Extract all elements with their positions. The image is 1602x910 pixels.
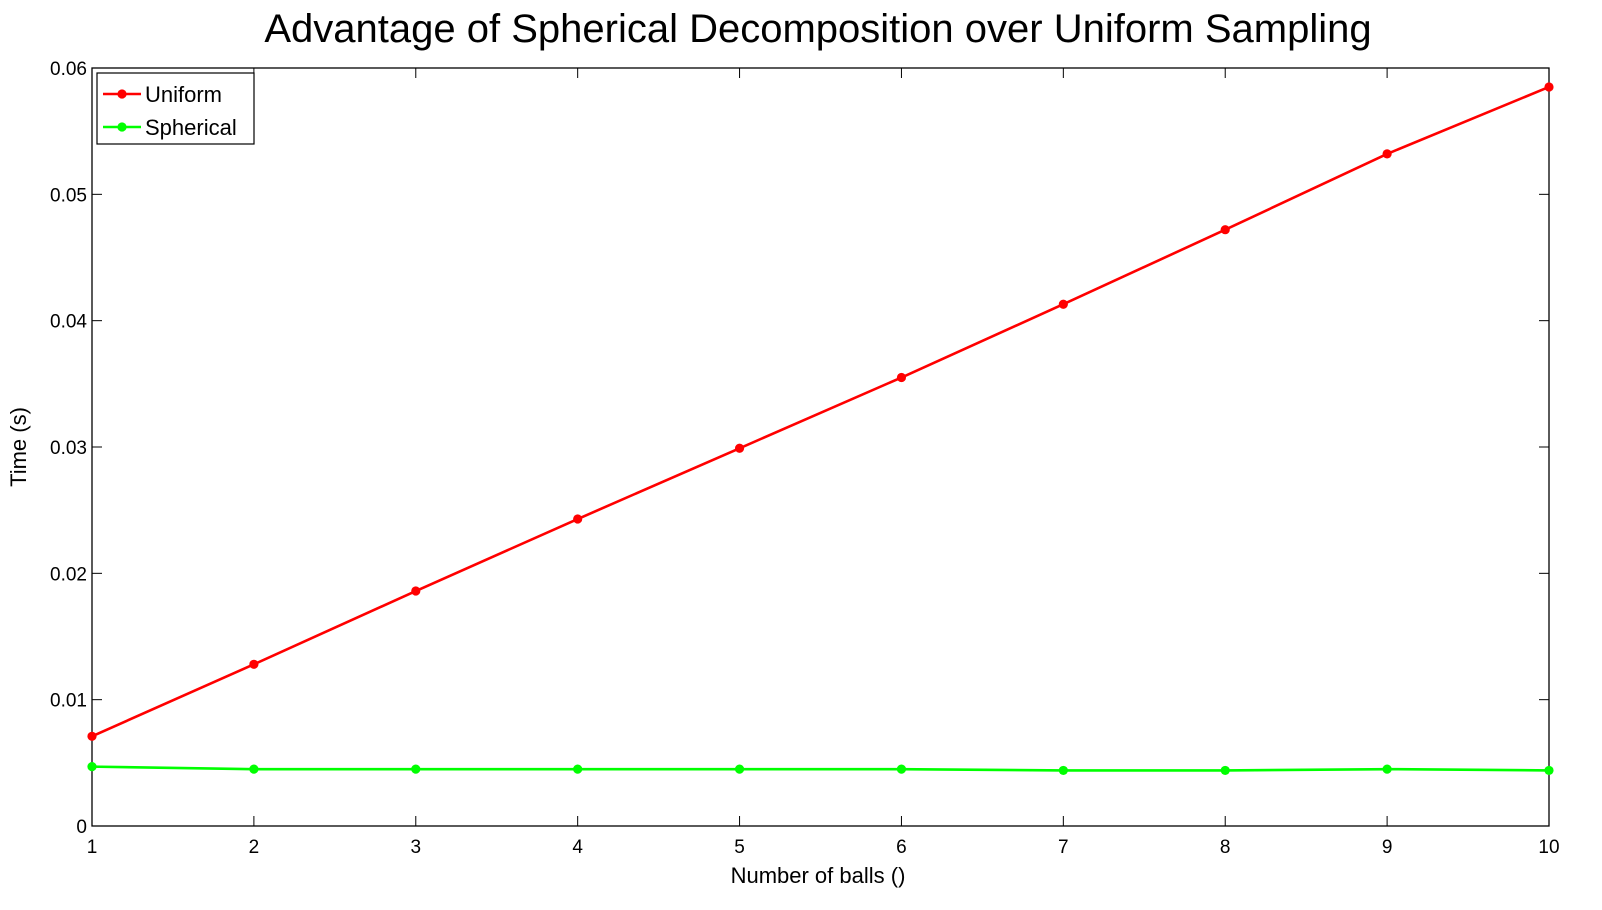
series-spherical (87, 762, 1554, 776)
data-point (87, 762, 97, 772)
chart-title: Advantage of Spherical Decomposition ove… (264, 7, 1371, 51)
x-tick-label: 7 (1058, 837, 1069, 858)
x-tick-label: 9 (1382, 837, 1393, 858)
legend-box (96, 72, 255, 145)
data-point (87, 731, 97, 741)
plot-area (91, 67, 1550, 827)
y-tick-label: 0.03 (50, 438, 87, 459)
data-point (734, 443, 745, 453)
data-point (249, 764, 259, 774)
y-tick-label: 0.06 (50, 59, 87, 80)
x-tick-label: 4 (572, 837, 583, 858)
y-axis: 0 0.01 0.02 0.03 0.04 0.05 0.06 (50, 59, 1549, 838)
data-point (573, 764, 583, 774)
x-axis: 1 2 3 4 5 6 7 8 9 10 (87, 68, 1560, 858)
x-tick-label: 2 (249, 837, 260, 858)
legend-item: Uniform (103, 82, 222, 107)
x-tick-label: 6 (896, 837, 907, 858)
data-point (734, 764, 745, 774)
legend-item: Spherical (103, 115, 237, 140)
series-line (91, 765, 1550, 772)
data-point (249, 659, 259, 669)
x-tick-label: 8 (1220, 837, 1231, 858)
data-point (1058, 299, 1068, 309)
legend-swatch-marker (117, 89, 127, 99)
data-point (1382, 149, 1392, 159)
x-axis-label: Number of balls () (731, 863, 906, 888)
data-point (1220, 225, 1230, 235)
data-point (411, 586, 421, 596)
y-axis-label: Time (s) (6, 407, 31, 487)
x-tick-label: 10 (1538, 837, 1559, 858)
series-uniform (87, 82, 1554, 741)
data-point (1544, 82, 1554, 92)
legend-label: Uniform (145, 82, 222, 107)
data-point (1382, 764, 1392, 774)
legend: Uniform Spherical (96, 72, 255, 145)
data-point (1220, 765, 1230, 776)
data-point (573, 514, 583, 524)
x-tick-label: 3 (410, 837, 421, 858)
data-point (1058, 765, 1068, 776)
y-tick-label: 0.04 (50, 312, 87, 333)
data-point (1544, 765, 1554, 776)
data-point (896, 764, 907, 774)
series-line (91, 85, 1550, 738)
data-point (411, 764, 421, 774)
y-tick-label: 0.01 (50, 691, 87, 712)
x-tick-label: 5 (734, 837, 745, 858)
legend-label: Spherical (145, 115, 237, 140)
y-tick-label: 0.05 (50, 185, 87, 206)
y-tick-label: 0.02 (50, 564, 87, 585)
x-tick-label: 1 (87, 837, 98, 858)
legend-swatch-marker (117, 122, 127, 132)
data-point (896, 372, 907, 383)
series-layer (87, 82, 1554, 776)
y-tick-label: 0 (76, 817, 87, 838)
